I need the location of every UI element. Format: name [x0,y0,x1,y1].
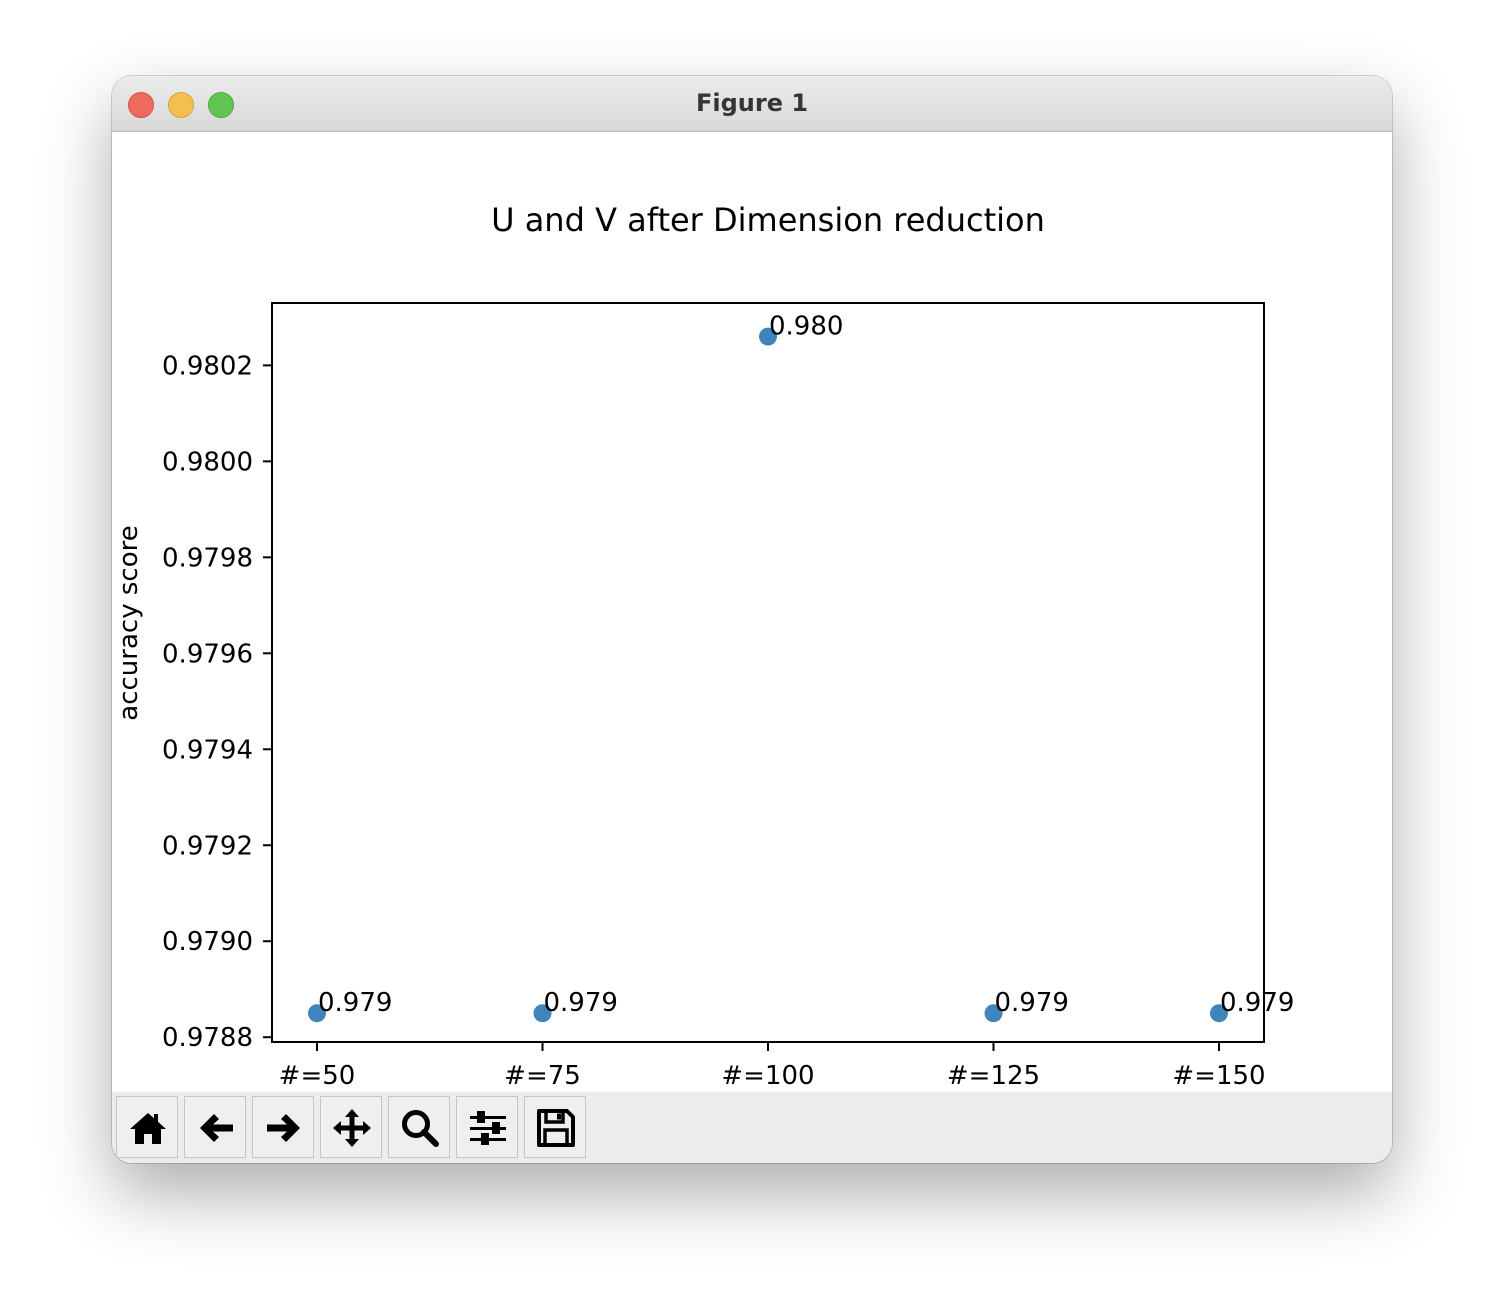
maximize-window-button[interactable] [208,92,234,118]
figure-window: Figure 1 U and V after Dimension reducti… [112,76,1392,1163]
x-tick-label: #=50 [279,1061,356,1091]
data-point [759,327,777,346]
back-button[interactable] [184,1096,246,1158]
window-title: Figure 1 [695,89,809,117]
zoom-magnifier-icon [402,1110,439,1147]
title-bar: Figure 1 [112,76,1392,132]
data-point [1210,1004,1228,1023]
y-tick-label: 0.9802 [162,351,253,381]
data-point-label: 0.979 [318,988,392,1018]
x-tick-label: #=125 [947,1061,1040,1091]
zoom-button[interactable] [388,1096,450,1158]
data-point-label: 0.980 [769,312,843,342]
y-tick-label: 0.9800 [162,447,253,477]
configure-subplots-button[interactable] [456,1096,518,1158]
pan-button[interactable] [320,1096,382,1158]
home-icon [130,1113,166,1144]
forward-button[interactable] [252,1096,314,1158]
x-tick-label: #=100 [721,1061,814,1091]
minimize-window-button[interactable] [168,92,194,118]
data-point [308,1004,326,1023]
pan-move-icon [333,1109,371,1147]
chart-title: U and V after Dimension reduction [491,201,1045,239]
y-axis-label: accuracy score [114,525,144,720]
save-button[interactable] [524,1096,586,1158]
y-tick-label: 0.9790 [162,927,253,957]
y-tick-label: 0.9792 [162,831,253,861]
y-tick-label: 0.9794 [162,735,253,765]
data-point-label: 0.979 [995,988,1069,1018]
data-point [533,1004,552,1023]
navigation-toolbar [112,1092,1392,1163]
y-tick-label: 0.9796 [162,639,253,669]
data-point-label: 0.979 [544,988,618,1018]
x-tick-label: #=75 [504,1061,581,1091]
axes-frame [271,302,1265,1043]
forward-arrow-icon [267,1114,300,1142]
y-tick-label: 0.9798 [162,543,253,573]
y-tick-label: 0.9788 [162,1023,253,1053]
data-point-label: 0.979 [1220,988,1294,1018]
back-arrow-icon [200,1114,233,1142]
x-tick-label: #=150 [1172,1061,1265,1091]
configure-sliders-icon [470,1111,506,1145]
figure-canvas: U and V after Dimension reduction accura… [112,132,1392,1092]
close-window-button[interactable] [128,92,154,118]
plot-area: 0.9788 0.9790 0.9792 0.9794 0.9796 0.9798 0.98… [162,302,1294,1091]
data-point [984,1004,1003,1023]
home-button[interactable] [116,1096,178,1158]
scatter-chart: U and V after Dimension reduction accura… [114,201,1294,1091]
save-floppy-icon [537,1109,575,1147]
